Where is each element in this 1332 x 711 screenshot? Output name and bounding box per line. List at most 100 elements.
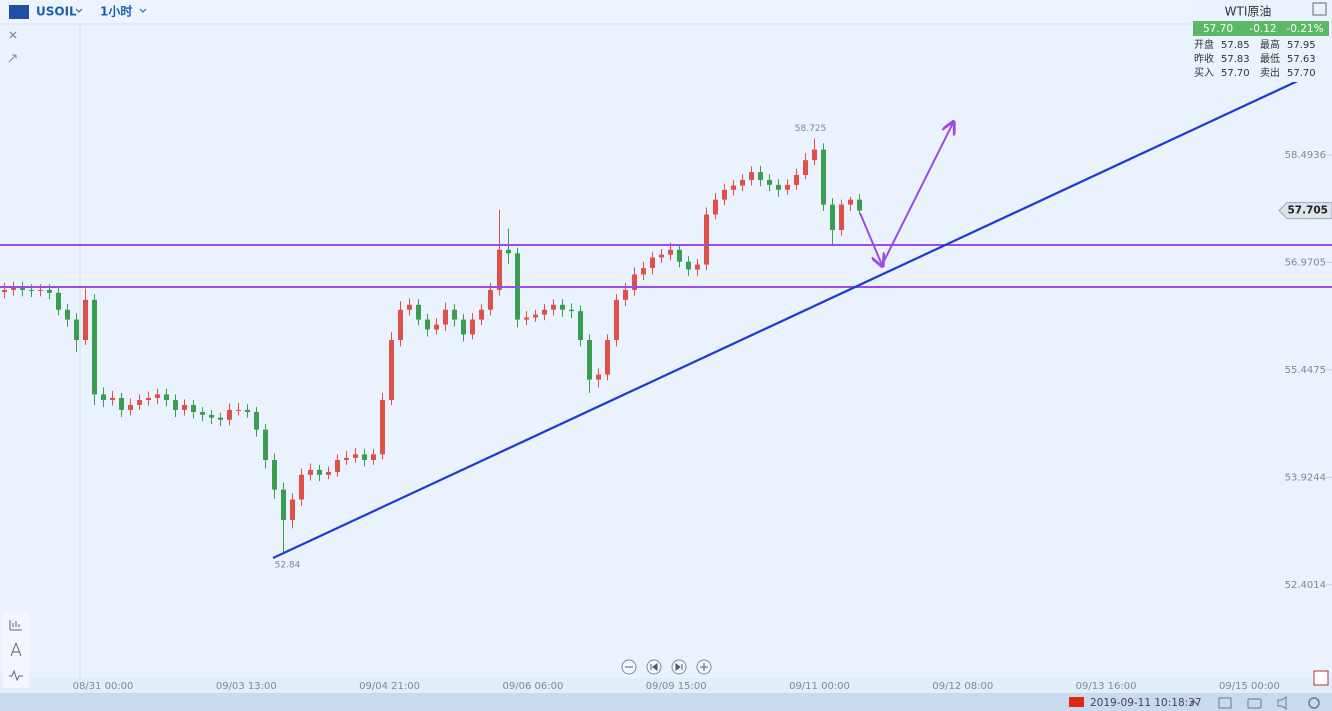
candle-body — [713, 199, 718, 215]
candle-body — [272, 459, 277, 490]
candle-body — [344, 457, 349, 460]
collapse-icon[interactable] — [8, 54, 17, 63]
high-label: 58.725 — [795, 124, 827, 134]
candle-body — [128, 404, 133, 410]
quote-value: 57.83 — [1221, 54, 1250, 65]
candle-body — [137, 400, 142, 405]
candle-body — [227, 409, 232, 420]
candle-body — [587, 340, 592, 380]
candle-body — [218, 417, 223, 420]
candle-body — [74, 319, 79, 341]
candle-body — [605, 340, 610, 375]
price-tag — [1278, 202, 1332, 220]
wave-icon[interactable] — [9, 669, 23, 682]
candle-body — [92, 299, 97, 395]
status-bar — [0, 693, 1332, 711]
candle-body — [164, 394, 169, 401]
candle-body — [443, 309, 448, 325]
candle-body — [398, 309, 403, 341]
candle-body — [542, 309, 547, 315]
quote-label: 卖出 — [1260, 66, 1280, 79]
panel-toggle[interactable] — [1312, 2, 1327, 16]
candle-body — [173, 400, 178, 410]
candle-body — [776, 184, 781, 190]
y-tick-label: 52.4014 — [1285, 580, 1326, 591]
x-tick-label: 09/12 08:00 — [932, 681, 993, 692]
candle-body — [317, 469, 322, 475]
quote-price: 57.70 — [1203, 23, 1233, 35]
close-icon[interactable] — [9, 31, 17, 39]
chevron[interactable] — [75, 8, 83, 13]
candle-body — [83, 299, 88, 341]
candle-body — [119, 397, 124, 410]
candle-body — [488, 289, 493, 310]
y-tick-label: 53.9244 — [1285, 472, 1326, 483]
candle-body — [641, 268, 646, 275]
candle-body — [11, 287, 16, 290]
candle-body — [200, 412, 205, 415]
candle-body — [803, 160, 808, 175]
quote-value: 57.70 — [1221, 68, 1250, 79]
symbol-icon[interactable] — [9, 5, 29, 19]
candle-body — [452, 309, 457, 320]
y-tick-label: 56.9705 — [1285, 257, 1326, 268]
flag — [1069, 697, 1084, 707]
candle-body — [434, 324, 439, 330]
candle-body — [569, 309, 574, 312]
candle-body — [209, 414, 214, 418]
candle-body — [623, 289, 628, 300]
candle-body — [263, 429, 268, 460]
chevron[interactable] — [139, 8, 147, 13]
draw-icon[interactable] — [10, 642, 22, 657]
candle-body — [416, 304, 421, 320]
camera-icon[interactable] — [1247, 698, 1262, 709]
chevron[interactable] — [1189, 700, 1199, 706]
candle-body — [767, 179, 772, 185]
candle-body — [821, 149, 826, 205]
candle-body — [56, 292, 61, 310]
candle-body — [308, 469, 313, 475]
sound-icon[interactable] — [1277, 696, 1287, 710]
candle-body — [578, 311, 583, 341]
settings-icon[interactable] — [1308, 697, 1320, 709]
candle-body — [2, 289, 7, 293]
candle-body — [650, 257, 655, 269]
candle-body — [722, 189, 727, 200]
candle-body — [758, 172, 763, 180]
quote-bar — [1193, 21, 1329, 36]
candle-body — [479, 309, 484, 320]
candle-body — [191, 404, 196, 413]
x-tick-label: 09/09 15:00 — [646, 681, 707, 692]
candle-body — [101, 394, 106, 401]
window-icon[interactable] — [1218, 697, 1232, 709]
candle-body — [524, 317, 529, 320]
interval[interactable]: 1小时 — [100, 4, 132, 19]
x-tick-label: 09/06 06:00 — [502, 681, 563, 692]
price-tag-label: 57.705 — [1287, 205, 1328, 217]
candle-body — [182, 404, 187, 410]
quote-value: 57.85 — [1221, 40, 1250, 51]
candle-body — [254, 412, 259, 430]
candle-body — [245, 409, 250, 413]
candle-body — [749, 172, 754, 180]
symbol[interactable]: USOIL — [36, 5, 77, 19]
status-datetime: 2019-09-11 10:18:37 — [1090, 697, 1202, 709]
candle-body — [335, 459, 340, 472]
x-tick-label: 09/03 13:00 — [216, 681, 277, 692]
x-axis: 08/31 00:00 09/03 13:00 09/04 21:00 09/06 0… — [73, 681, 1280, 692]
candle-body — [677, 249, 682, 262]
arrow-down — [859, 212, 882, 265]
quote-label: 买入 — [1194, 67, 1214, 79]
x-axis-bar — [0, 678, 1332, 693]
candle-body — [236, 409, 241, 411]
x-tick-label: 09/15 00:00 — [1219, 681, 1280, 692]
arrow-up — [881, 123, 953, 266]
y-tick-label: 58.4936 — [1285, 150, 1326, 161]
candle-body — [812, 149, 817, 161]
indicator-icon[interactable] — [9, 620, 22, 631]
candle-body — [20, 287, 25, 290]
logo-button[interactable] — [1313, 670, 1329, 686]
candle-body — [830, 204, 835, 230]
